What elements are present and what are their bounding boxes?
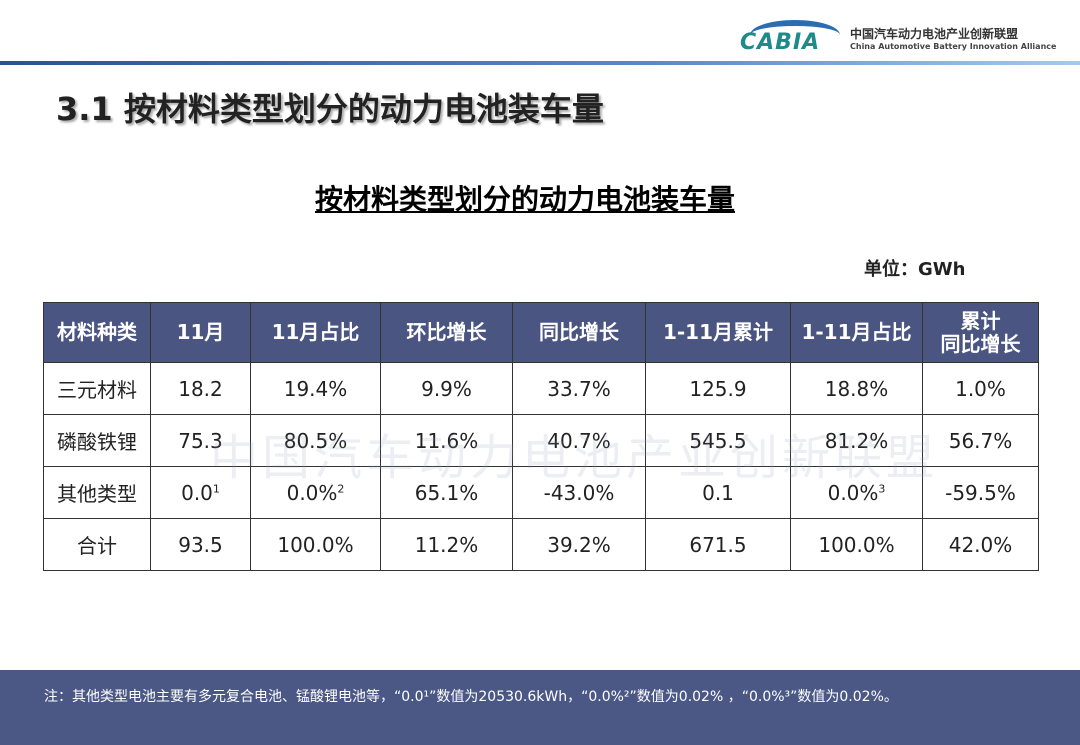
- table-cell: 18.8%: [790, 362, 923, 415]
- table-row: 合计 93.5 100.0% 11.2% 39.2% 671.5 100.0% 42.0%: [43, 518, 1039, 571]
- table-cell: 0.1: [645, 466, 791, 519]
- table-title: 按材料类型划分的动力电池装车量: [314, 183, 735, 216]
- row-label: 三元材料: [43, 362, 151, 415]
- table-cell: 100.0%: [790, 518, 923, 571]
- table-cell: 40.7%: [512, 414, 646, 467]
- cabia-logo: CABIA 中国汽车动力电池产业创新联盟 China Automotive Ba…: [740, 20, 1056, 56]
- table-cell: 11.6%: [380, 414, 513, 467]
- table-cell: 1.0%: [922, 362, 1039, 415]
- table-cell: -59.5%: [922, 466, 1039, 519]
- table-cell: 0.01: [150, 466, 251, 519]
- table-cell: 545.5: [645, 414, 791, 467]
- unit-label: 单位：GWh: [864, 259, 966, 280]
- table-cell: 18.2: [150, 362, 251, 415]
- table-cell: 65.1%: [380, 466, 513, 519]
- footer-note: 注：其他类型电池主要有多元复合电池、锰酸锂电池等，“0.0¹”数值为20530.…: [44, 689, 898, 705]
- table-cell: 42.0%: [922, 518, 1039, 571]
- table-cell: 11.2%: [380, 518, 513, 571]
- table-cell: 9.9%: [380, 362, 513, 415]
- table-cell: 671.5: [645, 518, 791, 571]
- column-header: 同比增长: [512, 302, 646, 363]
- org-name-en: China Automotive Battery Innovation Alli…: [850, 42, 1057, 51]
- car-logo-icon: CABIA: [740, 20, 840, 56]
- column-header: 11月: [150, 302, 251, 363]
- column-header: 1-11月占比: [790, 302, 923, 363]
- footnote-marker: 1: [212, 481, 220, 495]
- header-divider: [0, 61, 1080, 65]
- table-cell: 0.0%2: [250, 466, 381, 519]
- column-header: 1-11月累计: [645, 302, 791, 363]
- table-cell: -43.0%: [512, 466, 646, 519]
- table-cell: 56.7%: [922, 414, 1039, 467]
- table-cell: 93.5: [150, 518, 251, 571]
- table-row: 磷酸铁锂 75.3 80.5% 11.6% 40.7% 545.5 81.2% 56.7%: [43, 414, 1039, 467]
- table-cell: 19.4%: [250, 362, 381, 415]
- table-cell: 81.2%: [790, 414, 923, 467]
- row-label: 其他类型: [43, 466, 151, 519]
- table-cell: 39.2%: [512, 518, 646, 571]
- table-cell: 100.0%: [250, 518, 381, 571]
- org-name-cn: 中国汽车动力电池产业创新联盟: [850, 27, 1019, 41]
- table-cell: 0.0%3: [790, 466, 923, 519]
- footnote-marker: 2: [337, 481, 345, 495]
- row-label: 磷酸铁锂: [43, 414, 151, 467]
- column-header: 环比增长: [380, 302, 513, 363]
- table-row: 三元材料 18.2 19.4% 9.9% 33.7% 125.9 18.8% 1.0%: [43, 362, 1039, 415]
- page-title: 3.1 按材料类型划分的动力电池装车量: [56, 90, 604, 128]
- column-header: 11月占比: [250, 302, 381, 363]
- row-label: 合计: [43, 518, 151, 571]
- data-table: 材料种类 11月 11月占比 环比增长 同比增长 1-11月累计 1-11月占比 累计 同比增…: [43, 302, 1039, 571]
- table-cell: 33.7%: [512, 362, 646, 415]
- watermark: 中国汽车动力电池产业创新联盟: [210, 430, 939, 486]
- footer-band: 注：其他类型电池主要有多元复合电池、锰酸锂电池等，“0.0¹”数值为20530.…: [0, 670, 1080, 745]
- column-header: 材料种类: [43, 302, 151, 363]
- table-cell: 125.9: [645, 362, 791, 415]
- table-row: 其他类型 0.01 0.0%2 65.1% -43.0% 0.1 0.0%3 -59.5%: [43, 466, 1039, 519]
- column-header: 累计 同比增长: [922, 302, 1039, 363]
- footnote-marker: 3: [878, 481, 886, 495]
